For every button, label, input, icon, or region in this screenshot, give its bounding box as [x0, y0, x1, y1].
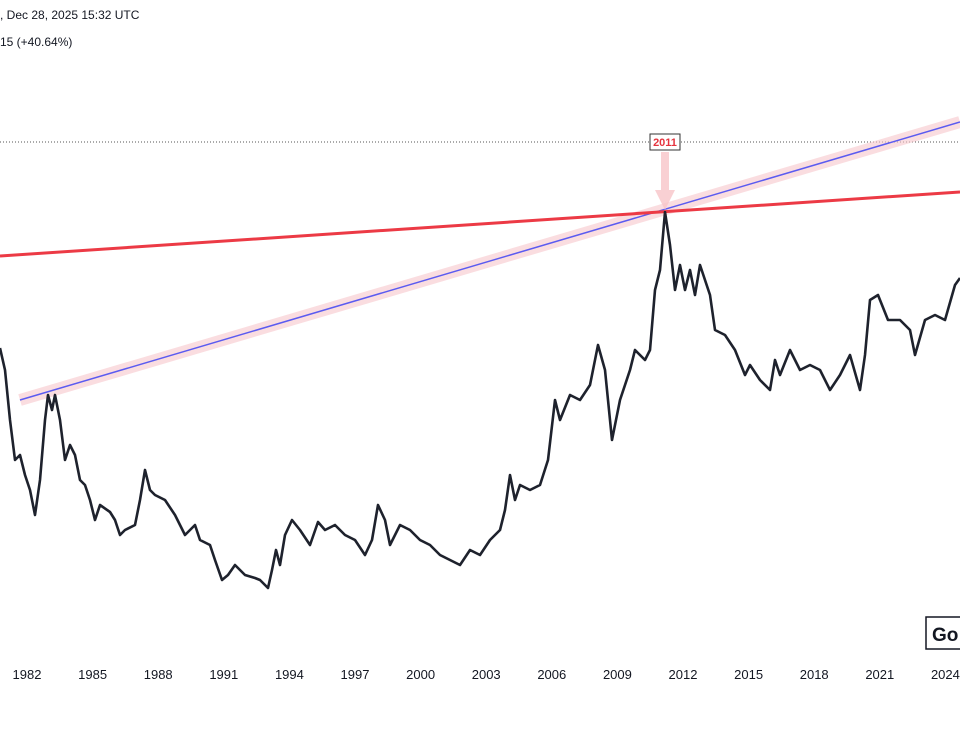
price-change: 15 (+40.64%) — [0, 35, 72, 49]
x-axis-label: 1982 — [13, 667, 42, 682]
watermark: Go — [932, 625, 958, 646]
annotation-arrow — [655, 152, 675, 210]
trend-line — [19, 121, 960, 401]
x-axis-label: 1997 — [341, 667, 370, 682]
x-axis-label: 2009 — [603, 667, 632, 682]
resistance-line — [0, 190, 960, 258]
x-axis-label: 2015 — [734, 667, 763, 682]
x-axis-label: 2018 — [800, 667, 829, 682]
x-axis-label: 2000 — [406, 667, 435, 682]
x-axis-label: 2003 — [472, 667, 501, 682]
price-series — [0, 210, 960, 590]
x-axis-label: 2024 — [931, 667, 960, 682]
x-axis-label: 2012 — [669, 667, 698, 682]
annotation-label: 2011 — [653, 137, 677, 149]
x-axis-label: 1991 — [209, 667, 238, 682]
timestamp: , Dec 28, 2025 15:32 UTC — [0, 8, 140, 22]
x-axis-label: 1994 — [275, 667, 304, 682]
x-axis-label: 1988 — [144, 667, 173, 682]
x-axis-label: 2006 — [537, 667, 566, 682]
annotation-box — [649, 133, 681, 151]
x-axis-label: 2021 — [865, 667, 894, 682]
x-axis: 1982 1985 1988 1991 1994 1997 2000 2003 2006 2009… — [13, 667, 960, 682]
x-axis-label: 1985 — [78, 667, 107, 682]
watermark-box — [925, 616, 960, 650]
